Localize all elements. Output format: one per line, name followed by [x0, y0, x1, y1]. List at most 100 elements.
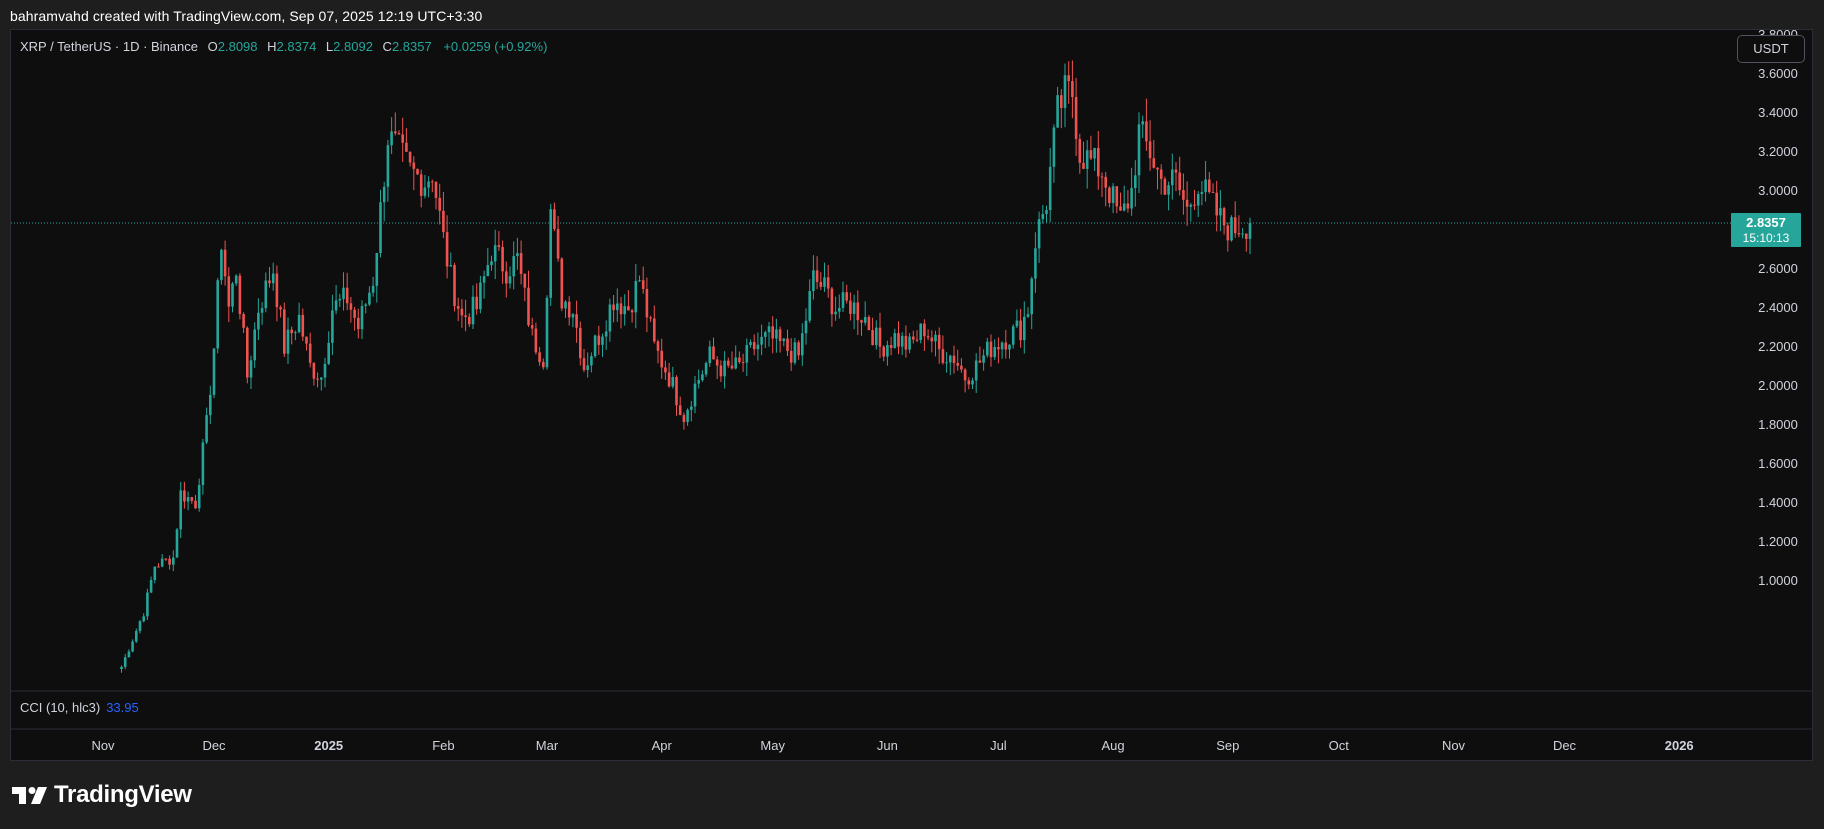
x-tick-label: Jul — [990, 738, 1007, 753]
candle-body — [671, 377, 675, 387]
tradingview-logo-icon — [12, 787, 47, 804]
candle-body — [1082, 162, 1085, 169]
candle-body — [856, 302, 860, 321]
candle-body — [1245, 233, 1248, 239]
candle-body — [431, 181, 434, 183]
candle-body — [1093, 147, 1096, 159]
candle-body — [1056, 95, 1059, 128]
candle-body — [1182, 190, 1185, 200]
candle-body — [1115, 186, 1119, 207]
candles-layer — [120, 60, 1252, 673]
candle-body — [316, 378, 319, 380]
candle-body — [345, 287, 349, 304]
candle-body — [297, 314, 301, 333]
candle-body — [656, 341, 660, 351]
candle-body — [708, 346, 712, 364]
candle-body — [1193, 204, 1196, 206]
candle-body — [386, 145, 390, 187]
candle-body — [904, 335, 908, 350]
candle-body — [501, 246, 504, 272]
candle-body — [590, 356, 593, 366]
candle-body — [512, 256, 515, 277]
y-tick-label: 1.8000 — [1758, 417, 1798, 432]
candle-body — [630, 310, 634, 313]
candle-body — [667, 372, 671, 387]
cci-indicator-label[interactable]: CCI (10, hlc3) 33.95 — [20, 700, 139, 715]
candle-body — [464, 315, 467, 317]
candle-body — [1156, 167, 1159, 170]
candle-body — [538, 352, 541, 363]
candle-body — [849, 300, 852, 314]
candle-body — [963, 369, 967, 381]
close-value: 2.8357 — [391, 39, 432, 54]
candle-body — [438, 197, 441, 211]
candle-body — [949, 355, 952, 363]
y-tick-label: 3.4000 — [1758, 105, 1798, 120]
candle-body — [527, 287, 530, 326]
candle-body — [301, 314, 305, 337]
candle-body — [815, 270, 819, 282]
candle-body — [1163, 178, 1167, 195]
tradingview-logo[interactable]: TradingView — [12, 781, 192, 809]
candle-body — [264, 280, 268, 309]
y-tick-label: 1.4000 — [1758, 495, 1798, 510]
candle-body — [183, 490, 186, 502]
candle-body — [878, 327, 882, 347]
candle-body — [456, 306, 460, 309]
candle-body — [482, 276, 486, 283]
candle-body — [260, 308, 264, 313]
x-tick-label: Sep — [1216, 738, 1239, 753]
candle-body — [201, 442, 205, 486]
candle-body — [257, 312, 260, 330]
candle-body — [1167, 185, 1170, 195]
candle-body — [1196, 194, 1200, 206]
candle-body — [956, 363, 959, 366]
candle-body — [1071, 81, 1074, 98]
high-key: H — [267, 39, 277, 54]
candle-body — [686, 409, 689, 423]
low-value: 2.8092 — [333, 39, 373, 54]
candle-body — [645, 288, 649, 318]
candle-body — [127, 651, 131, 658]
candle-body — [960, 365, 963, 370]
currency-button[interactable]: USDT — [1737, 35, 1805, 63]
candle-body — [342, 287, 345, 299]
open-key: O — [207, 39, 218, 54]
candle-body — [937, 334, 941, 350]
y-tick-label: 2.6000 — [1758, 261, 1798, 276]
candle-body — [1045, 210, 1048, 215]
candle-body — [490, 261, 493, 266]
candle-body — [1152, 158, 1156, 168]
candle-body — [882, 346, 885, 357]
y-tick-label: 3.2000 — [1758, 144, 1798, 159]
candle-body — [534, 328, 538, 353]
candle-body — [246, 327, 249, 378]
candle-body — [604, 331, 608, 337]
candle-body — [519, 253, 523, 274]
candle-body — [453, 265, 456, 307]
candle-body — [146, 592, 149, 617]
x-tick-label: Feb — [432, 738, 454, 753]
price-tag-countdown: 15:10:13 — [1743, 231, 1790, 245]
candle-body — [875, 327, 878, 346]
candle-body — [989, 341, 993, 358]
candle-body — [486, 265, 490, 277]
candle-body — [771, 326, 774, 339]
candle-body — [819, 281, 823, 287]
candle-body — [889, 345, 893, 348]
candle-body — [926, 336, 930, 338]
candle-body — [586, 365, 589, 371]
chart-frame[interactable] — [10, 29, 1813, 761]
candle-body — [153, 566, 157, 580]
candle-body — [1141, 121, 1144, 125]
candle-body — [1200, 192, 1204, 195]
candle-body — [238, 275, 242, 315]
candle-body — [760, 336, 763, 345]
candle-body — [1030, 278, 1033, 315]
candle-body — [197, 485, 201, 509]
cci-name: CCI (10, hlc3) — [20, 700, 101, 715]
candle-body — [542, 362, 545, 368]
candle-body — [1111, 186, 1115, 203]
candle-body — [1148, 141, 1152, 159]
